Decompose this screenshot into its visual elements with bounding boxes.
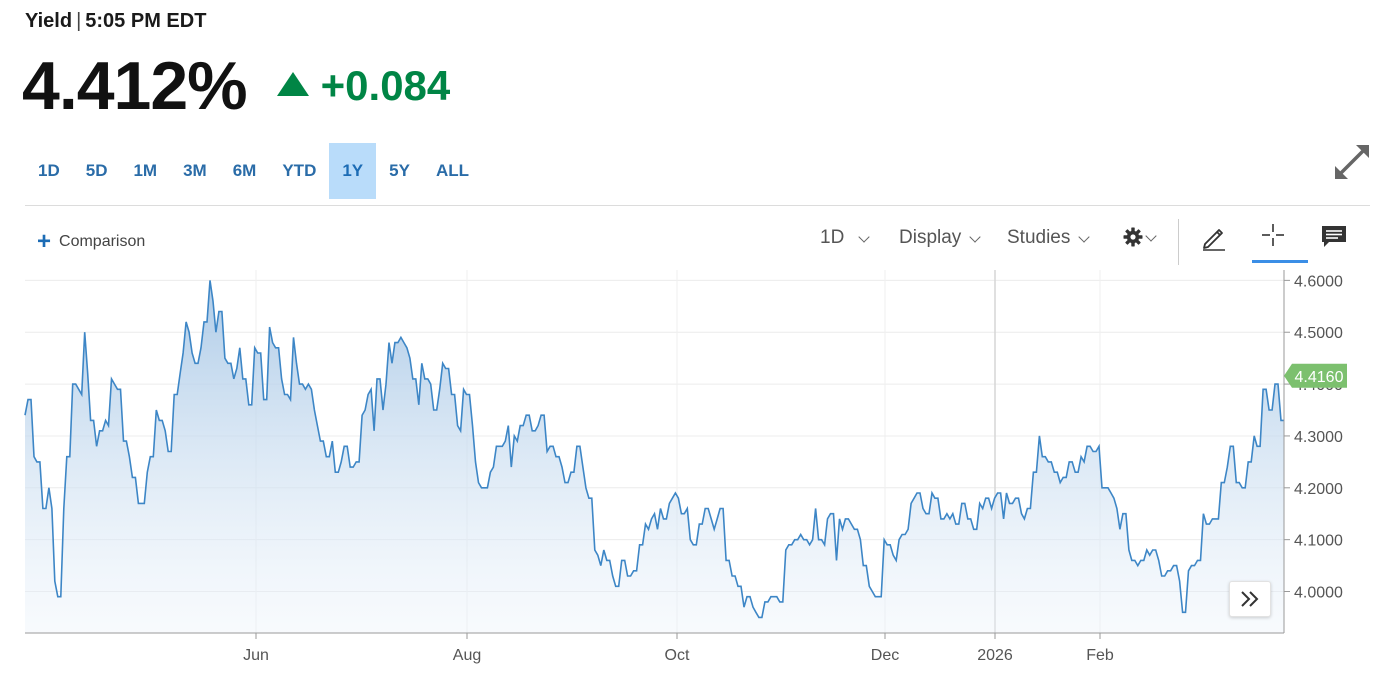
double-chevron-right-icon xyxy=(1241,591,1259,607)
range-1y[interactable]: 1Y xyxy=(329,143,377,199)
x-tick-label: Jun xyxy=(243,647,269,664)
interval-label: 1D xyxy=(820,227,845,248)
gear-icon xyxy=(1123,227,1143,247)
range-3m[interactable]: 3M xyxy=(183,161,207,180)
y-tick-label: 4.5000 xyxy=(1294,325,1343,342)
quote-row: 4.412% +0.084 xyxy=(22,50,450,122)
change-value: +0.084 xyxy=(320,62,451,109)
comment-icon[interactable] xyxy=(1321,225,1347,249)
quote-time: 5:05 PM EDT xyxy=(85,10,207,32)
last-value-tag: 4.4160 xyxy=(1284,363,1347,388)
interval-dropdown[interactable]: 1D xyxy=(820,227,870,249)
studies-label: Studies xyxy=(1007,227,1071,248)
active-tool-indicator xyxy=(1252,260,1308,263)
range-selector: 1D 5D 1M 3M 6M YTD 1Y 5Y ALL xyxy=(25,143,482,199)
header-separator: | xyxy=(76,10,82,32)
chart-toolbar: + Comparison 1D Display Studies xyxy=(25,215,1370,270)
instrument-label: Yield xyxy=(25,10,73,32)
display-label: Display xyxy=(899,227,962,248)
expand-icon[interactable] xyxy=(1332,142,1372,182)
header-divider xyxy=(25,205,1370,206)
display-dropdown[interactable]: Display xyxy=(899,227,981,249)
range-5y[interactable]: 5Y xyxy=(389,161,410,180)
plus-icon: + xyxy=(37,228,52,255)
y-tick-label: 4.0000 xyxy=(1294,585,1343,602)
chart-series-line xyxy=(24,280,1284,619)
x-tick-label: Aug xyxy=(453,647,481,664)
last-value-label: 4.4160 xyxy=(1295,369,1344,386)
range-6m[interactable]: 6M xyxy=(232,161,257,180)
last-price: 4.412% xyxy=(22,48,248,124)
studies-dropdown[interactable]: Studies xyxy=(1007,227,1091,249)
range-5d[interactable]: 5D xyxy=(85,161,108,180)
settings-dropdown[interactable] xyxy=(1123,227,1157,247)
chart-area-fill xyxy=(25,280,1284,633)
comparison-button[interactable]: + Comparison xyxy=(37,228,146,255)
x-tick-label: Dec xyxy=(871,647,899,664)
toolbar-separator xyxy=(1178,219,1179,265)
y-tick-label: 4.6000 xyxy=(1294,273,1343,290)
range-1m[interactable]: 1M xyxy=(133,161,158,180)
scroll-to-latest-button[interactable] xyxy=(1229,581,1271,617)
pencil-icon[interactable] xyxy=(1200,223,1228,251)
x-tick-label: 2026 xyxy=(977,647,1013,664)
x-tick-label: Feb xyxy=(1086,647,1114,664)
price-change: +0.084 xyxy=(276,62,451,110)
range-1d[interactable]: 1D xyxy=(38,161,60,180)
y-tick-label: 4.3000 xyxy=(1294,429,1343,446)
y-tick-label: 4.2000 xyxy=(1294,481,1343,498)
up-arrow-icon xyxy=(276,72,309,96)
comparison-label: Comparison xyxy=(59,233,146,250)
y-tick-label: 4.1000 xyxy=(1294,533,1343,550)
last-value-tag-bg xyxy=(1284,363,1347,388)
quote-header: Yield | 5:05 PM EDT xyxy=(25,10,206,33)
x-tick-label: Oct xyxy=(665,647,690,664)
range-ytd[interactable]: YTD xyxy=(282,161,317,180)
range-all[interactable]: ALL xyxy=(435,161,469,180)
crosshair-icon[interactable] xyxy=(1261,223,1285,247)
